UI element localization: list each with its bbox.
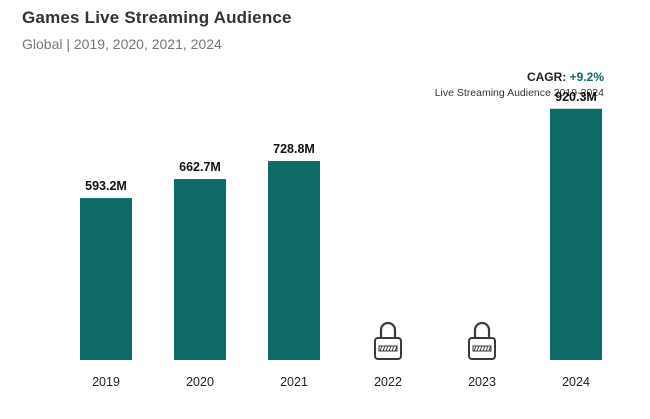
chart-title: Games Live Streaming Audience [22, 8, 292, 27]
cagr-summary: CAGR: +9.2% [527, 70, 604, 84]
x-tick-label: 2024 [562, 375, 590, 389]
chart-subtitle: Global | 2019, 2020, 2021, 2024 [22, 36, 222, 52]
bar-value-label: 920.3M [555, 90, 597, 104]
bar-2021 [268, 161, 320, 360]
lock-icon [374, 321, 402, 360]
x-tick-label: 2021 [280, 375, 308, 389]
x-tick-label: 2023 [468, 375, 496, 389]
lock-icon [468, 321, 496, 360]
x-tick-label: 2019 [92, 375, 120, 389]
bar-2024 [550, 108, 602, 360]
bar-value-label: 662.7M [179, 160, 221, 174]
cagr-note: Live Streaming Audience 2019-2024 [434, 87, 604, 99]
bar-2019 [80, 198, 132, 360]
x-tick-label: 2020 [186, 375, 214, 389]
bar-value-label: 593.2M [85, 179, 127, 193]
cagr-label: CAGR: [526, 70, 567, 84]
bar-value-label: 728.8M [273, 142, 315, 156]
x-tick-label: 2022 [374, 375, 402, 389]
cagr-value: +9.2% [569, 70, 604, 84]
bar-2020 [174, 179, 226, 360]
